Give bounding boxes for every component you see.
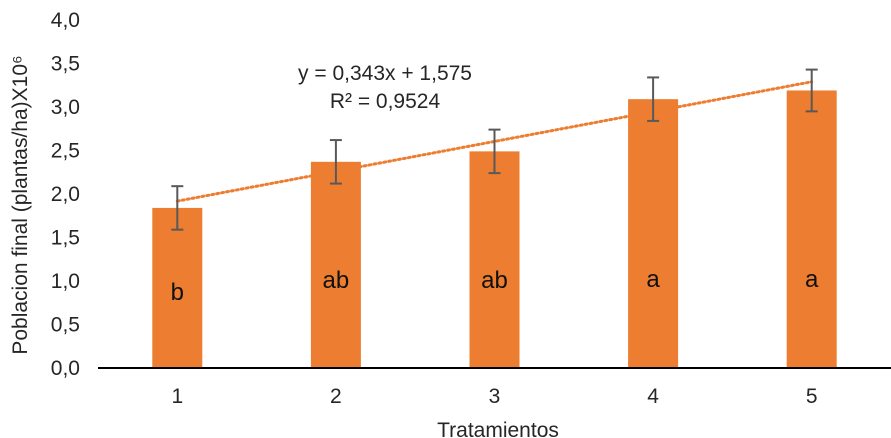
error-bar	[329, 139, 342, 185]
y-tick-label: 1,5	[51, 227, 80, 250]
group-letter: b	[171, 279, 184, 306]
trendline-r-squared: R² = 0,9524	[330, 90, 441, 113]
y-tick-label: 2,5	[51, 140, 80, 163]
x-axis-title: Tratamientos	[437, 419, 559, 438]
bar	[469, 151, 520, 368]
error-bar	[171, 185, 184, 231]
bars	[152, 90, 837, 369]
trendline-equation: y = 0,343x + 1,575	[298, 62, 472, 85]
y-tick-label: 4,0	[51, 9, 80, 32]
x-tick-label: 2	[330, 385, 342, 408]
y-tick-label: 0,5	[51, 314, 80, 337]
bar	[628, 99, 679, 369]
group-letter: ab	[323, 267, 350, 294]
y-axis-ticks: 0,0 0,5 1,0 1,5 2,0 2,5 3,0 3,5 4,0	[51, 9, 80, 380]
error-bars	[171, 68, 818, 231]
group-letter: a	[646, 266, 660, 293]
x-tick-label: 5	[806, 385, 818, 408]
error-bar	[805, 68, 818, 113]
x-tick-label: 4	[647, 385, 659, 408]
y-tick-label: 3,5	[51, 53, 80, 76]
bar	[786, 90, 837, 368]
bar	[152, 207, 203, 368]
x-tick-label: 1	[171, 385, 183, 408]
x-tick-label: 3	[489, 385, 501, 408]
y-tick-label: 0,0	[51, 357, 80, 380]
group-letter: a	[805, 266, 819, 293]
error-bar	[488, 128, 501, 175]
group-letters: b ab ab a a	[171, 266, 819, 306]
y-tick-label: 2,0	[51, 183, 80, 206]
error-bar	[647, 76, 660, 122]
y-tick-label: 3,0	[51, 96, 80, 119]
y-axis-title: Poblacion final (plantas/ha)X10⁶	[9, 55, 32, 354]
bar	[310, 161, 361, 368]
y-tick-label: 1,0	[51, 270, 80, 293]
group-letter: ab	[481, 267, 508, 294]
x-axis-ticks: 1 2 3 4 5	[171, 385, 817, 408]
